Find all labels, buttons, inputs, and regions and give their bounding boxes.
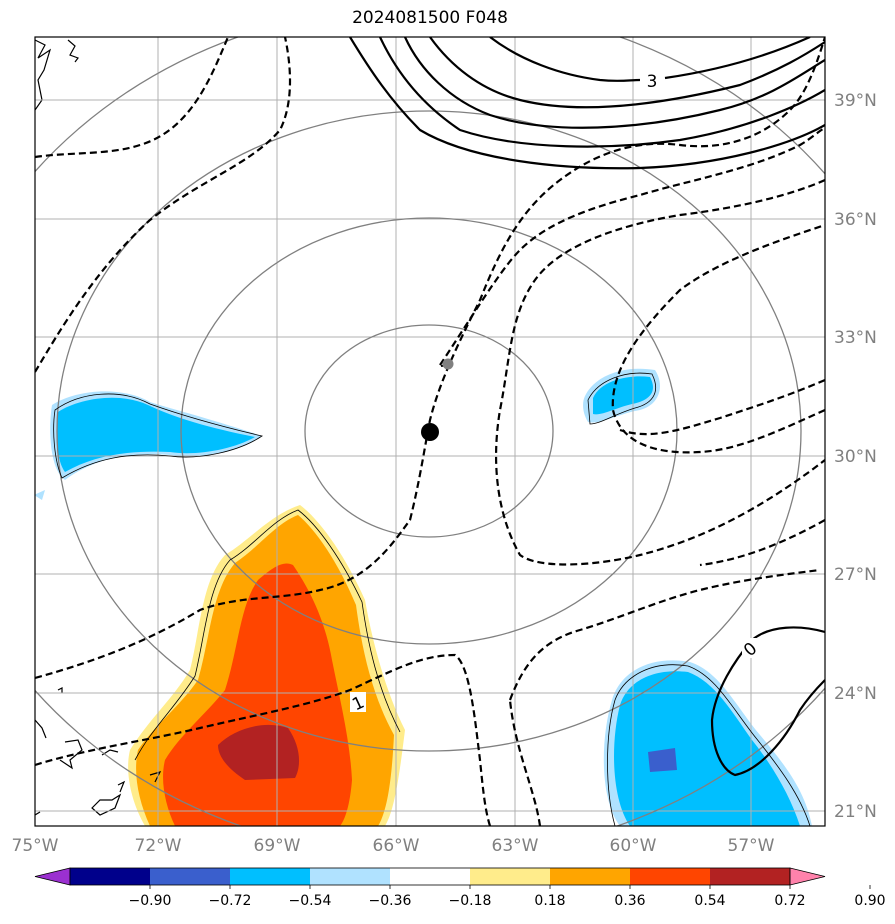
colorbar-tick-label: −0.54 <box>289 893 332 909</box>
negative-anomaly-central <box>593 376 653 415</box>
positive-contours <box>349 37 825 777</box>
map-frame <box>34 36 826 827</box>
colorbar-tick-label: −0.36 <box>369 893 412 909</box>
lon-label: 63°W <box>492 836 539 856</box>
positive-anomaly-inner <box>163 563 352 826</box>
lat-label: 21°N <box>834 802 877 822</box>
colorbar-segment <box>70 868 151 885</box>
colorbar-tick-label: 0.72 <box>774 893 805 909</box>
negative-anomaly-southeast <box>614 671 800 826</box>
range-rings <box>35 37 825 826</box>
colorbar-extend-low <box>34 867 71 886</box>
negative-anomaly-west <box>56 397 256 472</box>
lon-label: 72°W <box>135 836 182 856</box>
colorbar-tick-label: −0.18 <box>449 893 492 909</box>
negative-contours <box>35 37 825 826</box>
shading-outlines <box>53 372 811 826</box>
storm-track <box>421 358 454 441</box>
map-panel: 3 1 0 <box>35 37 825 826</box>
lon-label: 57°W <box>728 836 775 856</box>
contour-labels: 3 1 0 <box>349 70 761 715</box>
colorbar-tick-label: 0.36 <box>614 893 645 909</box>
colorbar: −0.90 −0.72 −0.54 −0.36 −0.18 0.18 0.36 0.54 0.7… <box>34 867 886 909</box>
lat-label: 30°N <box>834 447 877 467</box>
track-position-past <box>442 358 454 370</box>
lat-label: 39°N <box>834 91 877 111</box>
contour-label-3: 3 <box>647 72 658 92</box>
lat-label: 33°N <box>834 328 877 348</box>
colorbar-tick-label: 0.90 <box>854 893 885 909</box>
colorbar-segment <box>230 868 311 885</box>
lon-label: 69°W <box>254 836 301 856</box>
lat-label: 36°N <box>834 210 877 230</box>
colorbar-segment <box>710 868 791 885</box>
lon-label: 66°W <box>373 836 420 856</box>
colorbar-segment <box>310 868 391 885</box>
shaded-fields <box>35 368 812 826</box>
colorbar-tick-label: 0.18 <box>534 893 565 909</box>
colorbar-tick-label: 0.54 <box>694 893 725 909</box>
colorbar-segment <box>550 868 631 885</box>
lon-label: 60°W <box>610 836 657 856</box>
colorbar-segment <box>630 868 711 885</box>
colorbar-extend-high <box>789 867 826 886</box>
latitude-labels: 39°N 36°N 33°N 30°N 27°N 24°N 21°N <box>834 91 877 822</box>
colorbar-segment <box>390 868 471 885</box>
colorbar-frame <box>69 867 791 886</box>
lat-label: 27°N <box>834 565 877 585</box>
negative-anomaly-core <box>648 748 677 772</box>
positive-anomaly-core <box>218 724 300 780</box>
colorbar-segment <box>150 868 231 885</box>
colorbar-segment <box>470 868 551 885</box>
lon-label: 75°W <box>12 836 59 856</box>
map-title: 2024081500 F048 <box>352 8 508 28</box>
longitude-labels: 75°W 72°W 69°W 66°W 63°W 60°W 57°W <box>12 836 775 856</box>
track-position-current <box>421 423 439 441</box>
colorbar-tick-label: −0.72 <box>209 893 252 909</box>
colorbar-tick-label: −0.90 <box>129 893 172 909</box>
lat-label: 24°N <box>834 684 877 704</box>
